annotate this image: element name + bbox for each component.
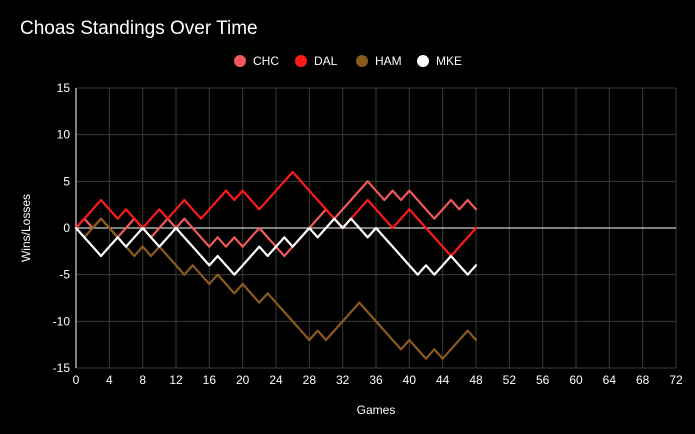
y-tick-label: -10: [53, 314, 71, 328]
legend-label-dal: DAL: [314, 54, 338, 68]
x-tick-label: 68: [636, 373, 650, 387]
x-tick-label: 64: [603, 373, 617, 387]
x-tick-label: 4: [106, 373, 113, 387]
x-tick-label: 40: [403, 373, 417, 387]
x-tick-label: 16: [203, 373, 217, 387]
x-tick-label: 72: [669, 373, 683, 387]
legend-label-chc: CHC: [253, 54, 279, 68]
legend-marker-mke: [417, 55, 429, 67]
tick-labels: 0 4 8 12 16 20 24 28 32 36 40 44 48 52 56 60 64 68 72-15-1…: [53, 81, 683, 387]
legend: CHC DAL HAM MKE: [234, 54, 462, 68]
x-tick-label: 56: [536, 373, 550, 387]
series-lines: [74, 170, 478, 360]
x-tick-label: 44: [436, 373, 450, 387]
x-tick-label: 60: [569, 373, 583, 387]
x-tick-label: 12: [169, 373, 183, 387]
legend-marker-chc: [234, 55, 246, 67]
x-tick-label: 48: [469, 373, 483, 387]
y-tick-label: -5: [59, 268, 70, 282]
x-tick-label: 0: [73, 373, 80, 387]
series-line-mke: [74, 217, 478, 276]
x-tick-label: 52: [503, 373, 517, 387]
x-tick-label: 28: [303, 373, 317, 387]
legend-label-mke: MKE: [436, 54, 462, 68]
series-line-ham: [74, 217, 478, 360]
x-tick-label: 24: [269, 373, 283, 387]
x-tick-label: 36: [369, 373, 383, 387]
x-tick-label: 20: [236, 373, 250, 387]
y-tick-label: 0: [63, 221, 70, 235]
y-tick-label: 10: [57, 128, 71, 142]
legend-label-ham: HAM: [375, 54, 402, 68]
y-tick-label: 15: [57, 81, 71, 95]
legend-marker-ham: [356, 55, 368, 67]
x-tick-label: 8: [139, 373, 146, 387]
y-tick-label: 5: [63, 174, 70, 188]
chart-title: Choas Standings Over Time: [20, 18, 258, 39]
y-tick-label: -15: [53, 361, 71, 375]
x-axis-label: Games: [357, 403, 396, 417]
legend-marker-dal: [295, 55, 307, 67]
y-axis-label: Wins/Losses: [19, 194, 33, 262]
x-tick-label: 32: [336, 373, 350, 387]
